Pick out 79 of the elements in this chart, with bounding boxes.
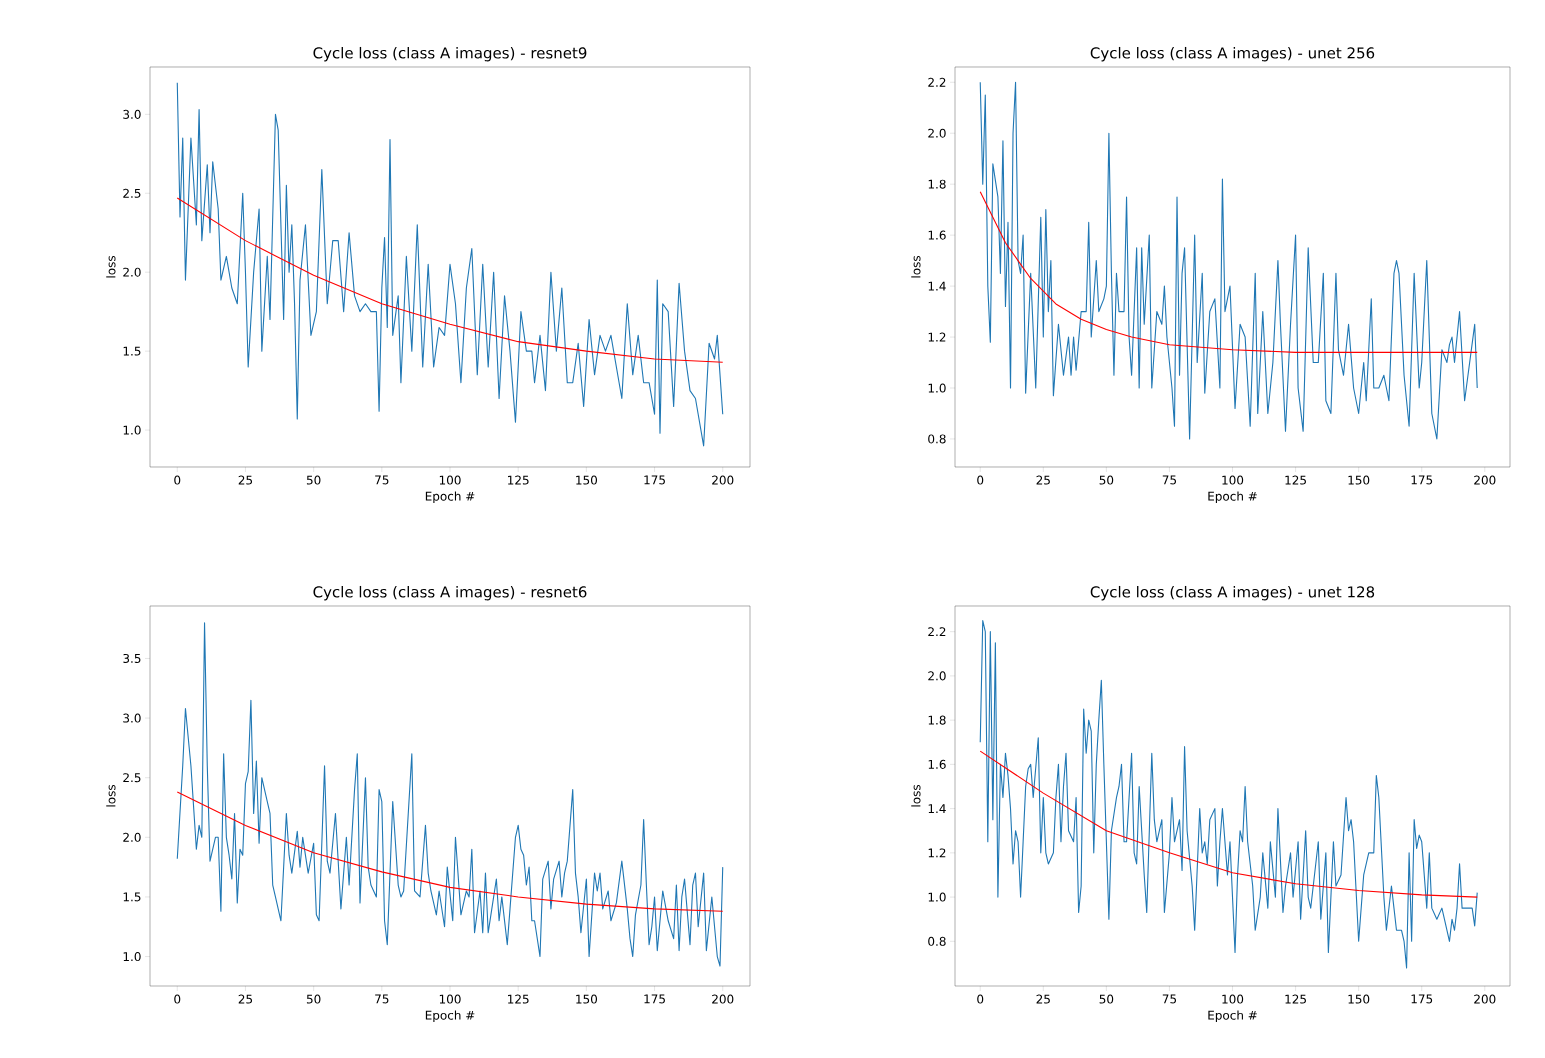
x-tick-label: 175 xyxy=(644,475,665,485)
y-tick-label: 1.0 xyxy=(123,952,141,962)
y-axis-title: loss xyxy=(911,785,921,807)
x-tick-label: 50 xyxy=(1099,475,1114,485)
x-tick-label: 200 xyxy=(712,475,734,485)
line-series xyxy=(176,622,724,967)
x-tick-label: 50 xyxy=(306,994,321,1004)
x-tick-label: 25 xyxy=(238,994,253,1004)
y-tick-label: 0.8 xyxy=(928,434,946,444)
x-tick-label: 200 xyxy=(712,994,734,1004)
x-tick-label: 150 xyxy=(1348,994,1370,1004)
x-tick-label: 100 xyxy=(1222,994,1244,1004)
x-tick-label: 175 xyxy=(1411,475,1433,485)
y-axis-title: loss xyxy=(106,784,116,807)
y-tick-label: 1.0 xyxy=(123,425,141,435)
chart-title: Cycle loss (class A images) - resnet6 xyxy=(313,585,587,601)
x-tick-label: 125 xyxy=(1285,994,1306,1004)
y-tick-label: 1.8 xyxy=(928,179,946,189)
line-series xyxy=(176,197,724,363)
y-tick-label: 2.2 xyxy=(928,77,946,87)
y-tick-label: 3.0 xyxy=(123,109,141,119)
y-tick-label: 2.0 xyxy=(123,832,141,842)
x-tick-label: 75 xyxy=(375,994,389,1004)
y-tick-label: 1.0 xyxy=(928,383,946,393)
y-tick-label: 2.0 xyxy=(123,267,141,277)
x-tick-label: 125 xyxy=(508,475,529,485)
x-tick-label: 100 xyxy=(439,994,461,1004)
x-tick-label: 50 xyxy=(1099,994,1114,1004)
x-axis-title: Epoch # xyxy=(425,491,475,504)
y-axis-title: loss xyxy=(106,255,116,278)
x-tick-label: 150 xyxy=(576,994,598,1004)
x-axis-title: Epoch # xyxy=(1208,1010,1257,1023)
y-tick-label: 1.4 xyxy=(928,281,946,291)
y-tick-label: 1.5 xyxy=(123,346,141,356)
y-tick-label: 1.5 xyxy=(123,892,141,902)
x-tick-label: 25 xyxy=(1036,994,1050,1004)
y-tick-label: 1.6 xyxy=(928,230,946,240)
x-tick-label: 0 xyxy=(174,994,181,1004)
y-axis-title: loss xyxy=(911,255,921,278)
chart-title: Cycle loss (class A images) - resnet9 xyxy=(313,46,587,62)
x-tick-label: 0 xyxy=(174,475,181,485)
y-tick-label: 3.5 xyxy=(123,653,141,663)
y-tick-label: 2.5 xyxy=(123,773,141,783)
y-tick-label: 1.2 xyxy=(928,848,946,858)
y-tick-label: 1.8 xyxy=(928,715,946,725)
y-tick-label: 1.0 xyxy=(928,892,946,902)
y-tick-label: 3.0 xyxy=(123,713,141,723)
y-tick-label: 1.2 xyxy=(928,332,946,342)
x-tick-label: 75 xyxy=(375,475,389,485)
chart-title: Cycle loss (class A images) - unet 128 xyxy=(1090,585,1375,601)
x-tick-label: 200 xyxy=(1474,994,1496,1004)
line-series xyxy=(176,791,724,912)
chart-title: Cycle loss (class A images) - unet 256 xyxy=(1090,46,1375,62)
x-tick-label: 75 xyxy=(1162,475,1177,485)
x-tick-label: 175 xyxy=(644,994,665,1004)
y-tick-label: 2.0 xyxy=(928,128,946,138)
y-tick-label: 0.8 xyxy=(928,936,946,946)
y-tick-label: 1.4 xyxy=(928,804,946,813)
y-tick-label: 2.0 xyxy=(928,671,946,681)
x-tick-label: 0 xyxy=(977,475,984,485)
x-tick-label: 175 xyxy=(1411,994,1433,1004)
x-tick-label: 100 xyxy=(439,475,461,485)
y-tick-label: 2.2 xyxy=(928,627,946,637)
x-tick-label: 75 xyxy=(1162,994,1177,1004)
x-axis-title: Epoch # xyxy=(1208,491,1257,504)
line-series xyxy=(979,750,1478,898)
x-tick-label: 150 xyxy=(576,475,598,485)
x-tick-label: 50 xyxy=(306,475,321,485)
x-tick-label: 125 xyxy=(1285,475,1306,485)
y-tick-label: 2.5 xyxy=(123,188,141,198)
x-tick-label: 200 xyxy=(1474,475,1496,485)
x-tick-label: 25 xyxy=(1036,475,1050,485)
x-tick-label: 100 xyxy=(1222,475,1244,485)
x-tick-label: 125 xyxy=(508,994,529,1004)
x-tick-label: 25 xyxy=(238,475,253,485)
x-tick-label: 0 xyxy=(977,994,984,1004)
y-tick-label: 1.6 xyxy=(928,759,946,769)
x-tick-label: 150 xyxy=(1348,475,1370,485)
x-axis-title: Epoch # xyxy=(425,1010,475,1023)
